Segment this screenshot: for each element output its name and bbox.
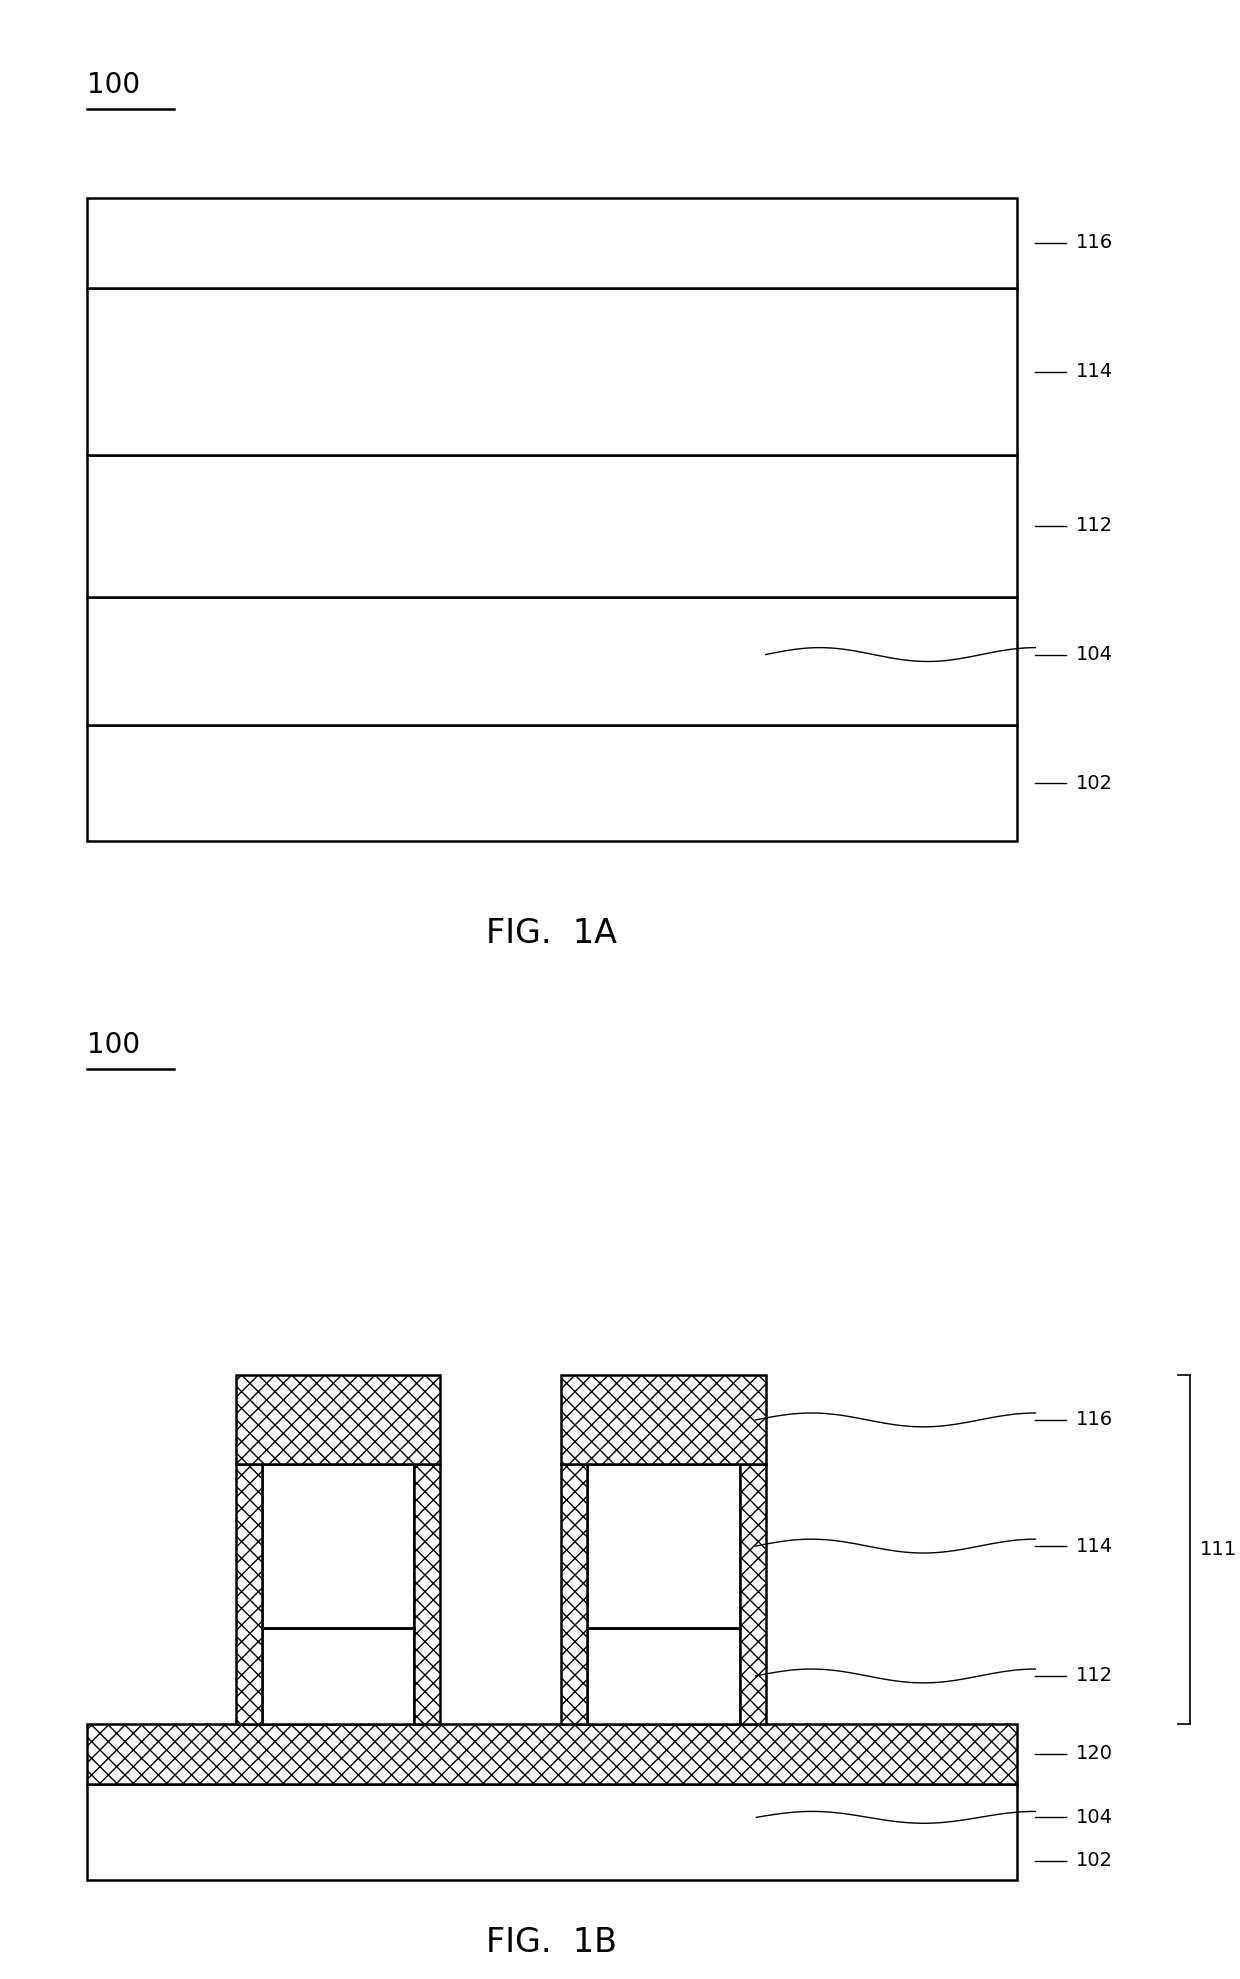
Bar (262, 1627, 414, 1724)
Polygon shape (591, 598, 698, 827)
Text: 104: 104 (1076, 645, 1114, 665)
Bar (262, 1464, 414, 1627)
Bar (87, 1783, 1017, 1880)
Polygon shape (618, 1783, 709, 1866)
Text: 111: 111 (1200, 1540, 1238, 1559)
Text: 116: 116 (1076, 1411, 1114, 1429)
Polygon shape (284, 598, 392, 827)
Bar (236, 1464, 262, 1724)
Bar (87, 1724, 1017, 1783)
Text: 102: 102 (1076, 774, 1114, 794)
Text: 100: 100 (87, 71, 140, 99)
Bar (236, 1375, 440, 1464)
Text: FIG.  1B: FIG. 1B (486, 1926, 618, 1959)
Text: 104: 104 (1076, 1809, 1114, 1827)
Text: 120: 120 (1076, 1743, 1114, 1763)
Bar (739, 1464, 765, 1724)
Bar (87, 198, 1017, 287)
Text: 116: 116 (1076, 234, 1114, 253)
Polygon shape (291, 1783, 384, 1866)
Text: 114: 114 (1076, 1536, 1114, 1555)
Bar (87, 455, 1017, 598)
Bar (87, 598, 1017, 724)
Text: FIG.  1A: FIG. 1A (486, 916, 618, 950)
Text: 112: 112 (1076, 1666, 1114, 1686)
Text: 100: 100 (87, 1031, 140, 1059)
Bar (87, 724, 1017, 841)
Bar (87, 287, 1017, 455)
Bar (560, 1375, 765, 1464)
Bar (414, 1464, 440, 1724)
Bar (560, 1464, 588, 1724)
Text: 112: 112 (1076, 517, 1114, 536)
Text: 114: 114 (1076, 362, 1114, 382)
Bar (587, 1464, 739, 1627)
Text: 102: 102 (1076, 1850, 1114, 1870)
Bar (587, 1627, 739, 1724)
